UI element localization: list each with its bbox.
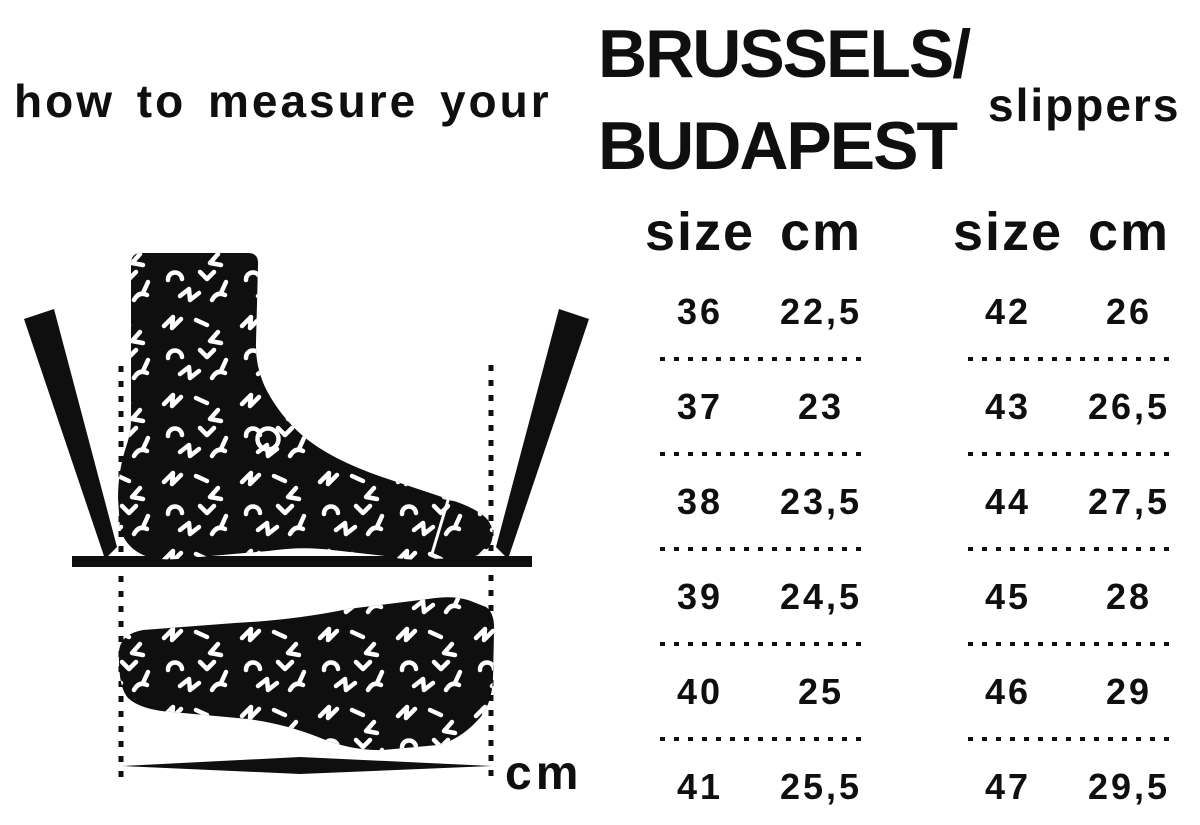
ankle-circle-mark [255,426,281,452]
table-row: 39 24,5 [625,547,896,644]
toe-separation-line [429,496,451,558]
size-cell: 41 [676,765,724,807]
foot-measure-illustration: cm [24,253,589,800]
foot-side-view-illustration [118,253,493,560]
cm-unit-label: cm [505,747,582,800]
brand-line2: BUDAPEST [598,108,958,184]
measuring-stick-right-icon [496,309,589,559]
size-table-36-41: size cm 36 22,5 37 23 38 23,5 39 24,5 40 25 41 25,5 [625,200,896,825]
table-header: size cm [625,200,896,264]
size-cell: 36 [676,290,724,332]
row-separator [660,642,865,646]
row-separator [660,452,865,456]
cm-cell: 28 [1105,575,1153,617]
cm-cell: 23 [797,385,845,427]
table-row: 38 23,5 [625,452,896,549]
size-cell: 42 [984,290,1032,332]
column-header: size [952,202,1064,262]
cm-cell: 29,5 [1087,765,1171,807]
column-header: size [644,202,756,262]
table-row: 47 29,5 [933,737,1200,825]
cm-cell: 24,5 [779,575,863,617]
table-row: 44 27,5 [933,452,1200,549]
length-arrow [122,757,492,774]
brand-line1: BRUSSELS/ [598,16,971,92]
table-row: 36 22,5 [625,264,896,359]
size-cell: 38 [676,480,724,522]
row-separator [660,737,865,741]
size-cell: 47 [984,765,1032,807]
brand-title: BRUSSELS/ BUDAPEST [598,8,971,192]
table-row: 37 23 [625,357,896,454]
size-cell: 46 [984,670,1032,712]
size-cell: 39 [676,575,724,617]
size-cell: 45 [984,575,1032,617]
cm-cell: 27,5 [1087,480,1171,522]
cm-cell: 25 [797,670,845,712]
cm-cell: 26,5 [1087,385,1171,427]
table-row: 45 28 [933,547,1200,644]
table-row: 43 26,5 [933,357,1200,454]
row-separator [968,642,1173,646]
size-table-42-47: size cm 42 26 43 26,5 44 27,5 45 28 46 29 47 29,5 [933,200,1200,825]
size-cell: 44 [984,480,1032,522]
size-cell: 37 [676,385,724,427]
column-header: cm [1087,202,1171,262]
size-cell: 40 [676,670,724,712]
table-body: 42 26 43 26,5 44 27,5 45 28 46 29 47 29,5 [933,264,1200,825]
table-row: 42 26 [933,264,1200,359]
measuring-stick-left-icon [24,309,117,559]
cm-cell: 22,5 [779,290,863,332]
table-header: size cm [933,200,1200,264]
foot-sole-illustration [118,597,495,751]
cm-cell: 26 [1105,290,1153,332]
cm-cell: 25,5 [779,765,863,807]
row-separator [660,357,865,361]
table-body: 36 22,5 37 23 38 23,5 39 24,5 40 25 41 25,5 [625,264,896,825]
product-label: slippers [988,79,1181,131]
table-row: 40 25 [625,642,896,739]
cm-cell: 23,5 [779,480,863,522]
row-separator [968,737,1173,741]
row-separator [660,547,865,551]
ground-line [72,556,532,567]
table-row: 46 29 [933,642,1200,739]
size-cell: 43 [984,385,1032,427]
page-title: how to measure your [14,75,552,127]
table-row: 41 25,5 [625,737,896,825]
row-separator [968,357,1173,361]
column-header: cm [779,202,863,262]
row-separator [968,547,1173,551]
row-separator [968,452,1173,456]
cm-cell: 29 [1105,670,1153,712]
